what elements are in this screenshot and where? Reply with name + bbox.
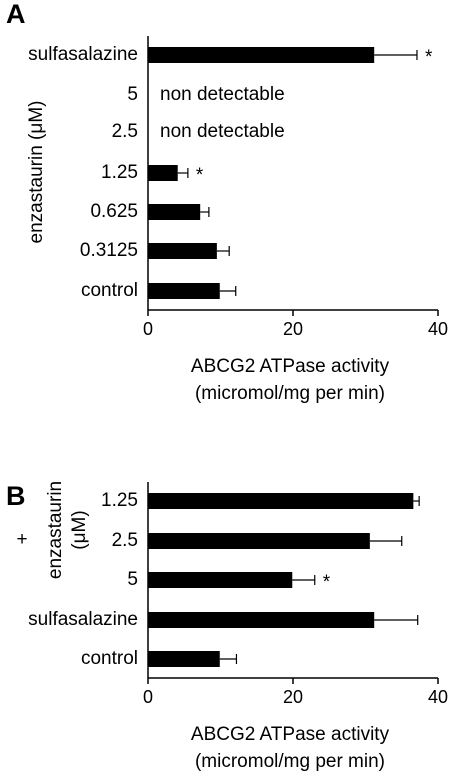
error-bar (374, 50, 418, 60)
y-axis-label: enzastaurin (45, 481, 66, 579)
error-bar (374, 615, 419, 625)
bar (148, 283, 220, 299)
annotation: non detectable (160, 121, 285, 142)
bar (148, 612, 375, 628)
bar (148, 204, 201, 220)
x-axis-label: (micromol/mg per min) (195, 751, 385, 772)
y-tick-label: control (81, 280, 138, 301)
y-tick-label: control (81, 648, 138, 669)
panel-label: B (6, 481, 26, 511)
error-bar (200, 207, 210, 217)
bar (148, 165, 178, 181)
bar (148, 47, 375, 63)
x-tick-label: 0 (143, 687, 153, 707)
error-bar (219, 286, 237, 296)
bar (148, 533, 370, 549)
error-bar (216, 246, 230, 256)
x-tick-label: 40 (428, 687, 448, 707)
y-axis-label-prefix: + (16, 529, 27, 550)
error-bar (413, 496, 420, 506)
annotation: * (196, 165, 204, 186)
y-tick-label: sulfasalazine (28, 609, 138, 630)
x-axis-label: ABCG2 ATPase activity (191, 724, 390, 745)
annotation: * (323, 572, 331, 593)
annotation: * (425, 47, 433, 68)
x-axis-label: ABCG2 ATPase activity (191, 356, 390, 377)
y-tick-label: 1.25 (101, 490, 138, 511)
bar (148, 493, 414, 509)
x-tick-label: 40 (428, 319, 448, 339)
y-tick-label: 5 (127, 84, 138, 105)
bar (148, 243, 217, 259)
annotation: non detectable (160, 84, 285, 105)
y-tick-label: 0.625 (90, 201, 138, 222)
y-tick-label: 2.5 (112, 121, 138, 142)
y-tick-label: 1.25 (101, 162, 138, 183)
error-bar (369, 536, 403, 546)
y-tick-label: sulfasalazine (28, 44, 138, 65)
x-tick-label: 20 (283, 319, 303, 339)
bar (148, 651, 220, 667)
y-axis-label: enzastaurin (μM) (26, 101, 47, 244)
error-bar (219, 654, 238, 664)
y-tick-label: 0.3125 (80, 240, 138, 261)
y-tick-label: 2.5 (112, 530, 138, 551)
x-axis-label: (micromol/mg per min) (195, 383, 385, 404)
bar (148, 572, 293, 588)
x-tick-label: 0 (143, 319, 153, 339)
error-bar (292, 575, 316, 585)
x-tick-label: 20 (283, 687, 303, 707)
error-bar (177, 168, 189, 178)
panel-label: A (6, 0, 26, 29)
y-tick-label: 5 (127, 569, 138, 590)
y-axis-label: (μM) (69, 510, 90, 549)
